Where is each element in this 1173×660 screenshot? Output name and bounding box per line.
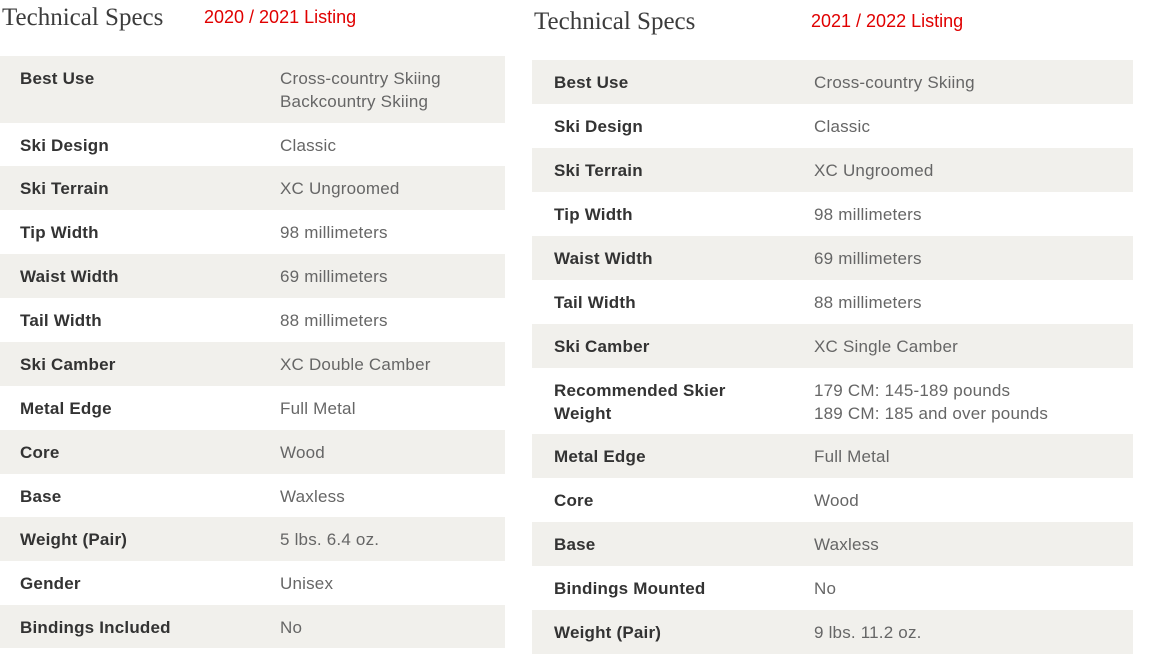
spec-label: Bindings Mounted [554, 579, 706, 598]
spec-label: Tail Width [20, 311, 102, 330]
specs-table: Best Use Cross-country Skiing Backcountr… [0, 56, 505, 648]
spec-row-best-use: Best Use Cross-country Skiing Backcountr… [0, 56, 505, 123]
spec-row-gender: Gender Unisex [0, 561, 505, 605]
spec-row-waist-width: Waist Width 69 millimeters [0, 254, 505, 298]
specs-title: Technical Specs [2, 4, 164, 31]
spec-label: Ski Terrain [554, 161, 643, 180]
spec-row-ski-terrain: Ski Terrain XC Ungroomed [532, 148, 1133, 192]
spec-label: Waist Width [20, 267, 119, 286]
spec-row-metal-edge: Metal Edge Full Metal [532, 434, 1133, 478]
spec-label: Best Use [20, 69, 95, 88]
spec-row-ski-design: Ski Design Classic [0, 123, 505, 166]
spec-row-tip-width: Tip Width 98 millimeters [532, 192, 1133, 236]
spec-label: Core [554, 491, 594, 510]
spec-value: XC Ungroomed [280, 179, 400, 198]
spec-label: Weight (Pair) [554, 623, 662, 642]
spec-value: XC Single Camber [814, 337, 958, 356]
spec-label: Weight (Pair) [20, 530, 128, 549]
spec-row-bindings-included: Bindings Included No [0, 605, 505, 648]
spec-row-tip-width: Tip Width 98 millimeters [0, 210, 505, 254]
spec-label: Recommended Skier Weight [554, 381, 726, 423]
spec-label: Ski Camber [554, 337, 650, 356]
spec-label: Ski Design [554, 117, 643, 136]
spec-row-core: Core Wood [532, 478, 1133, 522]
spec-value: Cross-country Skiing [814, 73, 975, 92]
spec-row-core: Core Wood [0, 430, 505, 474]
spec-value: Waxless [280, 487, 346, 506]
spec-label: Tip Width [554, 205, 633, 224]
spec-row-ski-camber: Ski Camber XC Double Camber [0, 342, 505, 386]
spec-label: Bindings Included [20, 618, 171, 637]
spec-row-weight-pair: Weight (Pair) 5 lbs. 6.4 oz. [0, 517, 505, 561]
spec-label: Ski Design [20, 136, 109, 155]
listing-year-label: 2021 / 2022 Listing [811, 11, 964, 31]
spec-value: Classic [814, 117, 871, 136]
spec-value: Wood [280, 443, 325, 462]
spec-value: 179 CM: 145-189 pounds 189 CM: 185 and o… [814, 381, 1049, 423]
spec-value: XC Double Camber [280, 355, 431, 374]
spec-value: 5 lbs. 6.4 oz. [280, 530, 380, 549]
spec-label: Best Use [554, 73, 629, 92]
spec-row-recommended-skier-weight: Recommended Skier Weight 179 CM: 145-189… [532, 368, 1133, 434]
spec-row-base: Base Waxless [532, 522, 1133, 566]
spec-value: No [814, 579, 837, 598]
spec-value: 98 millimeters [814, 205, 922, 224]
spec-value: Full Metal [280, 399, 356, 418]
spec-label: Waist Width [554, 249, 653, 268]
spec-row-best-use: Best Use Cross-country Skiing [532, 60, 1133, 104]
spec-row-tail-width: Tail Width 88 millimeters [0, 298, 505, 342]
spec-row-ski-terrain: Ski Terrain XC Ungroomed [0, 166, 505, 210]
spec-value: 98 millimeters [280, 223, 388, 242]
spec-value: Waxless [814, 535, 880, 554]
spec-row-base: Base Waxless [0, 474, 505, 517]
spec-value: 9 lbs. 11.2 oz. [814, 623, 922, 642]
spec-value: Wood [814, 491, 859, 510]
spec-label: Core [20, 443, 60, 462]
spec-label: Gender [20, 574, 81, 593]
spec-value: XC Ungroomed [814, 161, 934, 180]
spec-row-tail-width: Tail Width 88 millimeters [532, 280, 1133, 324]
spec-value: 88 millimeters [814, 293, 922, 312]
spec-value: 69 millimeters [280, 267, 388, 286]
spec-label: Tip Width [20, 223, 99, 242]
spec-value: Cross-country Skiing Backcountry Skiing [280, 69, 441, 111]
spec-label: Base [554, 535, 596, 554]
spec-value: Classic [280, 136, 337, 155]
spec-row-ski-camber: Ski Camber XC Single Camber [532, 324, 1133, 368]
spec-value: 88 millimeters [280, 311, 388, 330]
spec-label: Metal Edge [554, 447, 646, 466]
spec-row-waist-width: Waist Width 69 millimeters [532, 236, 1133, 280]
spec-value: Unisex [280, 574, 334, 593]
specs-table: Best Use Cross-country Skiing Ski Design… [532, 60, 1133, 654]
spec-row-bindings-mounted: Bindings Mounted No [532, 566, 1133, 610]
listing-year-label: 2020 / 2021 Listing [204, 7, 357, 27]
spec-label: Ski Terrain [20, 179, 109, 198]
spec-value: 69 millimeters [814, 249, 922, 268]
spec-row-ski-design: Ski Design Classic [532, 104, 1133, 148]
spec-row-metal-edge: Metal Edge Full Metal [0, 386, 505, 430]
spec-label: Base [20, 487, 62, 506]
spec-label: Tail Width [554, 293, 636, 312]
specs-title: Technical Specs [534, 8, 696, 35]
spec-label: Metal Edge [20, 399, 112, 418]
spec-label: Ski Camber [20, 355, 116, 374]
spec-value: No [280, 618, 303, 637]
spec-value: Full Metal [814, 447, 890, 466]
spec-row-weight-pair: Weight (Pair) 9 lbs. 11.2 oz. [532, 610, 1133, 654]
